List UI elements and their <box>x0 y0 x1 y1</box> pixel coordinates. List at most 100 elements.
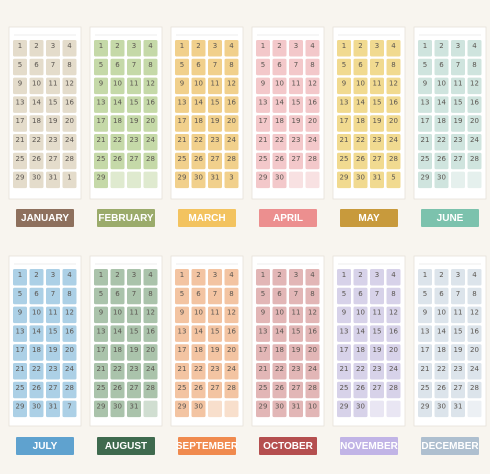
day-number: 14 <box>437 98 446 106</box>
day-tile <box>305 400 320 418</box>
day-tile <box>62 325 77 342</box>
day-number: 15 <box>292 98 301 106</box>
day-number: 26 <box>32 384 41 392</box>
day-tile <box>451 77 465 95</box>
day-number: 11 <box>454 309 463 317</box>
day-tile <box>305 58 320 76</box>
day-tile <box>353 325 368 342</box>
day-number: 21 <box>340 365 349 373</box>
day-tile <box>370 363 384 380</box>
day-number: 20 <box>470 346 479 354</box>
day-number: 8 <box>148 61 152 69</box>
day-number: 22 <box>437 136 446 144</box>
day-tile <box>386 40 401 57</box>
day-tile <box>208 269 222 286</box>
day-number: 4 <box>472 42 477 50</box>
day-number: 11 <box>49 309 58 317</box>
day-number: 2 <box>358 42 362 50</box>
day-tile <box>451 134 465 151</box>
day-number: 20 <box>308 346 317 354</box>
day-tile <box>110 306 125 324</box>
day-tile <box>224 134 239 151</box>
day-tile <box>208 171 222 189</box>
day-number: 5 <box>261 290 265 298</box>
day-number: 20 <box>470 117 479 125</box>
day-tile <box>29 152 44 170</box>
day-tile <box>386 134 401 151</box>
day-number: 16 <box>146 98 155 106</box>
day-tile <box>256 40 270 57</box>
day-tile <box>337 400 351 418</box>
day-tile <box>62 344 77 361</box>
day-number: 2 <box>115 42 119 50</box>
day-tile <box>143 58 158 76</box>
day-tile <box>337 381 351 399</box>
day-number: 15 <box>130 327 139 335</box>
day-number: 8 <box>148 290 152 298</box>
day-tile <box>13 115 27 132</box>
day-tile <box>127 269 141 286</box>
day-number: 6 <box>277 61 282 69</box>
day-tile <box>127 325 141 342</box>
day-tile <box>46 344 60 361</box>
day-number: 31 <box>130 403 139 411</box>
day-tile <box>256 363 270 380</box>
day-tile <box>256 96 270 113</box>
day-number: 8 <box>472 61 476 69</box>
day-number: 1 <box>18 271 22 279</box>
day-tile <box>110 77 125 95</box>
day-tile <box>224 171 239 189</box>
day-tile <box>46 287 60 305</box>
day-number: 30 <box>275 403 284 411</box>
day-number: 22 <box>32 136 41 144</box>
day-number: 5 <box>342 61 346 69</box>
day-number: 2 <box>277 271 281 279</box>
day-tile <box>451 344 465 361</box>
day-number: 21 <box>421 365 430 373</box>
day-number: 30 <box>275 174 284 182</box>
day-tile <box>256 77 270 95</box>
day-tile <box>451 381 465 399</box>
day-number: 29 <box>97 174 106 182</box>
day-number: 21 <box>259 365 268 373</box>
day-number: 1 <box>67 174 71 182</box>
day-number: 3 <box>51 271 55 279</box>
day-number: 24 <box>308 136 317 144</box>
day-number: 12 <box>389 80 398 88</box>
day-number: 18 <box>437 346 446 354</box>
day-number: 4 <box>148 42 153 50</box>
day-tile <box>451 400 465 418</box>
day-number: 1 <box>180 271 184 279</box>
day-number: 27 <box>373 384 382 392</box>
day-tile <box>94 287 108 305</box>
day-number: 18 <box>32 117 41 125</box>
day-tile <box>256 287 270 305</box>
day-tile <box>370 325 384 342</box>
day-number: 7 <box>132 290 136 298</box>
day-tile <box>175 306 189 324</box>
day-tile <box>224 152 239 170</box>
day-number: 8 <box>472 290 476 298</box>
month-badge <box>340 437 398 455</box>
day-tile <box>224 58 239 76</box>
day-number: 22 <box>437 365 446 373</box>
day-tile <box>289 115 303 132</box>
day-tile <box>337 306 351 324</box>
day-tile <box>467 363 482 380</box>
day-tile <box>127 58 141 76</box>
day-number: 14 <box>356 327 365 335</box>
day-tile <box>46 77 60 95</box>
day-number: 3 <box>456 271 460 279</box>
day-tile <box>386 58 401 76</box>
day-tile <box>110 115 125 132</box>
day-number: 10 <box>32 80 41 88</box>
day-tile <box>29 115 44 132</box>
day-number: 6 <box>196 290 201 298</box>
day-number: 24 <box>65 365 74 373</box>
day-tile <box>46 40 60 57</box>
day-number: 22 <box>194 136 203 144</box>
day-tile <box>434 96 449 113</box>
day-tile <box>305 96 320 113</box>
